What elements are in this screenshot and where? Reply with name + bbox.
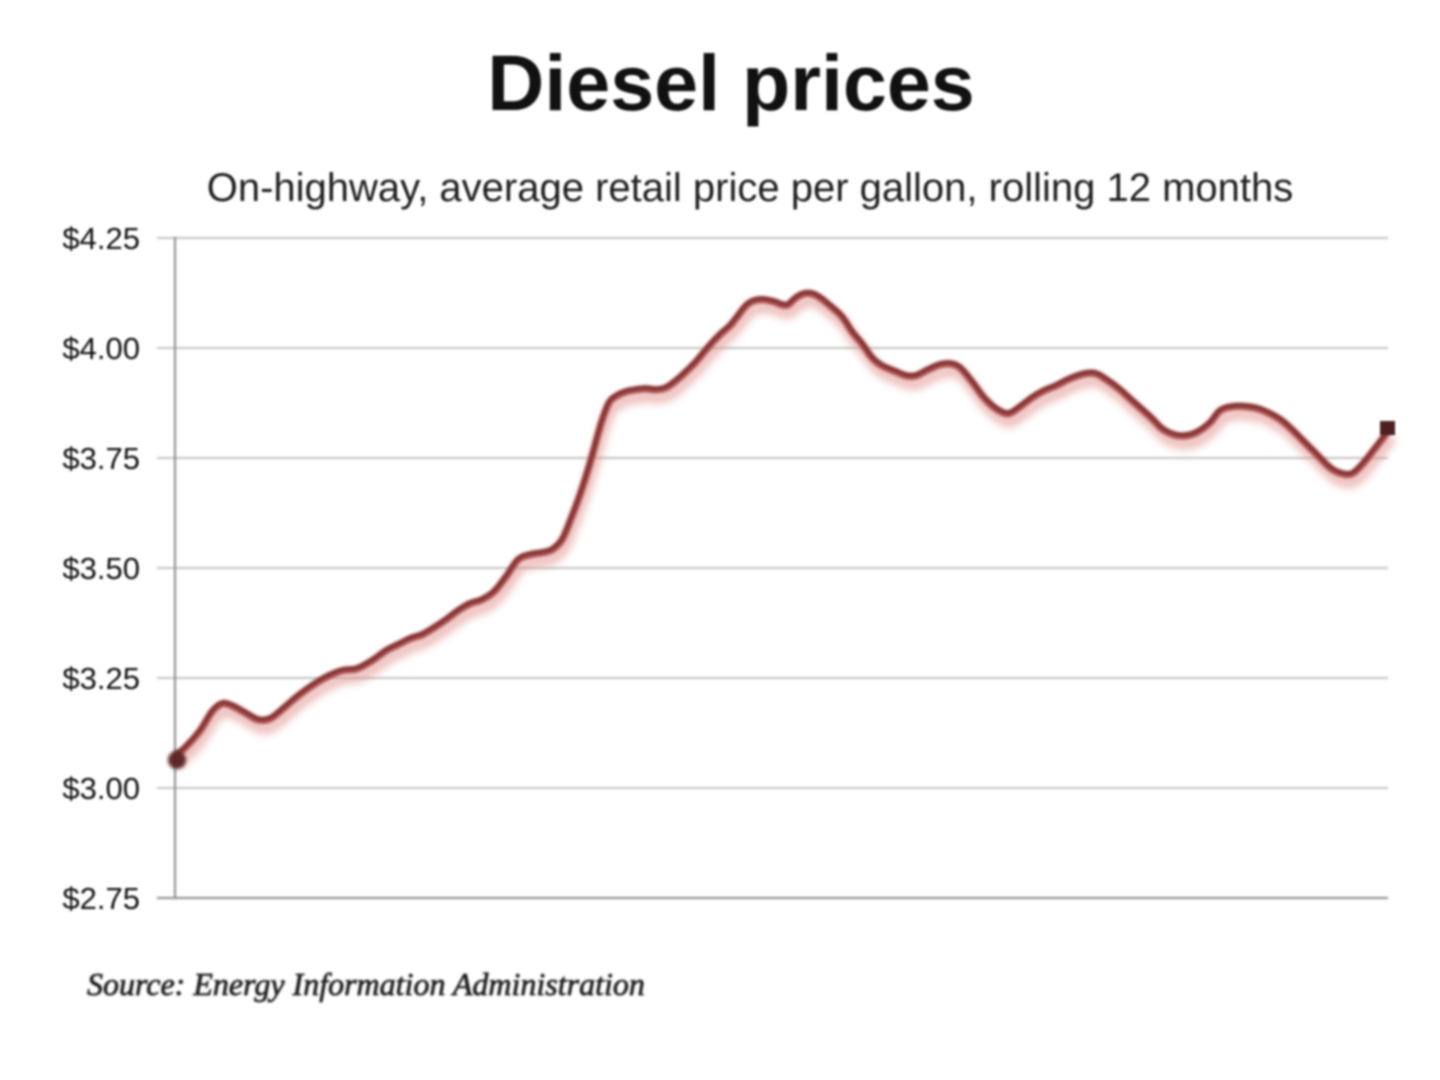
svg-text:$3.00: $3.00 bbox=[62, 771, 140, 806]
svg-text:$3.25: $3.25 bbox=[62, 661, 140, 696]
svg-text:Diesel prices: Diesel prices bbox=[487, 38, 974, 127]
svg-text:Source: Energy Information Adm: Source: Energy Information Administratio… bbox=[87, 966, 645, 1002]
svg-text:$2.75: $2.75 bbox=[62, 881, 140, 916]
svg-text:On-highway, average retail pri: On-highway, average retail price per gal… bbox=[207, 166, 1294, 210]
svg-text:$3.75: $3.75 bbox=[62, 441, 140, 476]
svg-text:$4.25: $4.25 bbox=[62, 221, 140, 256]
svg-text:$4.00: $4.00 bbox=[62, 331, 140, 366]
svg-text:$3.50: $3.50 bbox=[62, 551, 140, 586]
